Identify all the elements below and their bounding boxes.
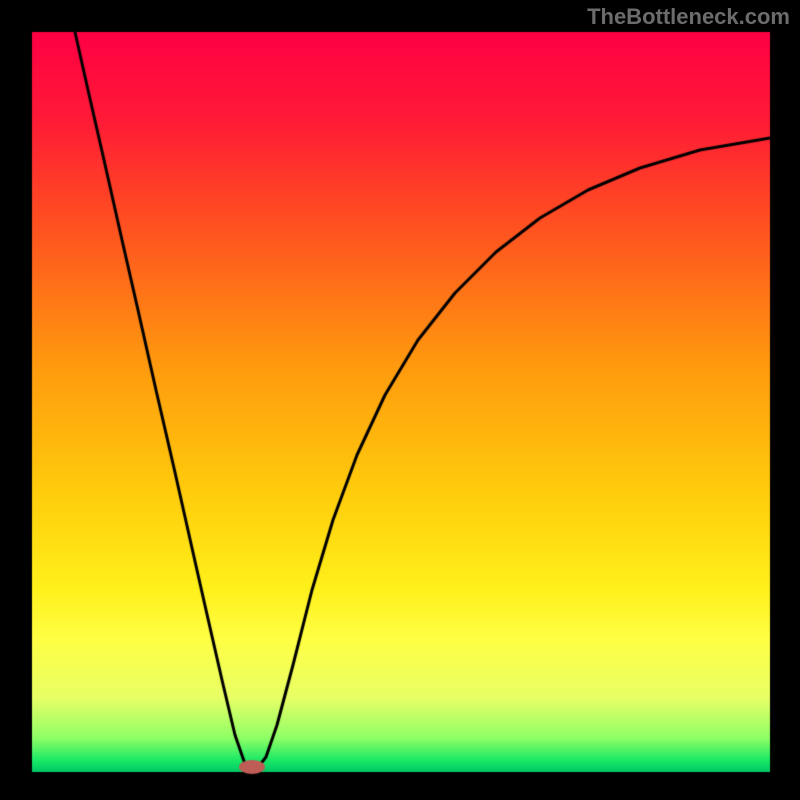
bottleneck-chart [0,0,800,800]
watermark-text: TheBottleneck.com [587,4,790,30]
chart-container: TheBottleneck.com [0,0,800,800]
